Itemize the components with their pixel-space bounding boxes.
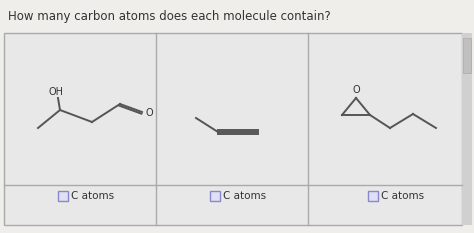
Text: O: O [352,85,360,95]
Text: O: O [146,108,154,118]
Text: C atoms: C atoms [71,191,114,201]
Text: C atoms: C atoms [223,191,266,201]
Bar [463,38,471,73]
Bar [462,33,472,225]
Text: OH: OH [48,87,64,97]
Bar [58,191,68,201]
Text: How many carbon atoms does each molecule contain?: How many carbon atoms does each molecule… [8,10,331,23]
Bar [210,191,220,201]
Text: C atoms: C atoms [381,191,424,201]
Bar [4,33,462,225]
Bar [368,191,378,201]
